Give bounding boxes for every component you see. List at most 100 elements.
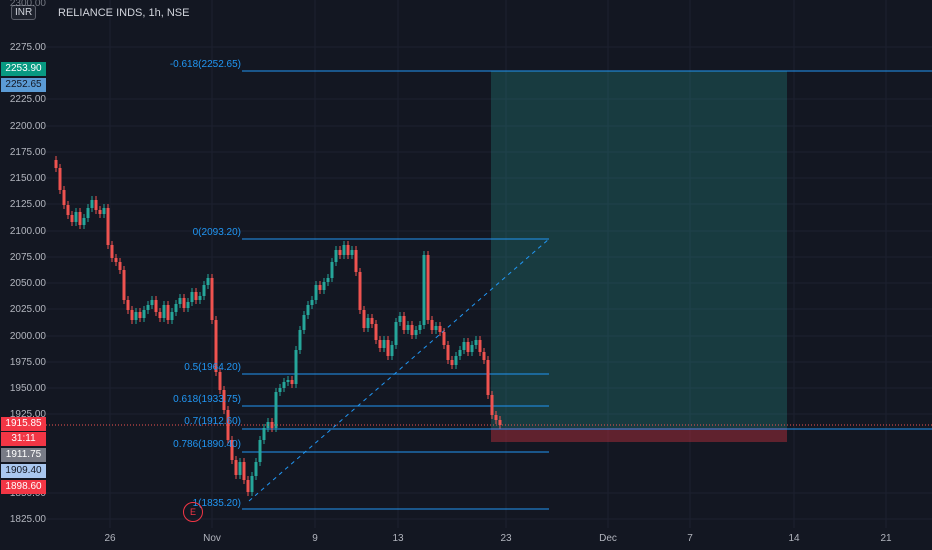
candle-body xyxy=(298,330,302,350)
candle-body xyxy=(170,312,174,320)
y-tick: 2200.00 xyxy=(9,121,46,132)
candle-body xyxy=(146,305,150,310)
candle-body xyxy=(434,326,438,330)
fibonacci-levels[interactable] xyxy=(242,238,549,510)
fib-label-0: 0(2093.20) xyxy=(192,227,241,238)
y-tick: 2100.00 xyxy=(9,226,46,237)
y-tick: 2075.00 xyxy=(9,252,46,263)
y-tick: 2050.00 xyxy=(9,278,46,289)
candle-body xyxy=(182,298,186,308)
candle-body xyxy=(262,428,266,440)
candle-body xyxy=(470,345,474,352)
y-tick: 2125.00 xyxy=(9,199,46,210)
y-tick: 1975.00 xyxy=(9,357,46,368)
x-tick: Nov xyxy=(203,533,221,544)
candle-body xyxy=(250,476,254,492)
candle-body xyxy=(326,278,330,282)
candle-body xyxy=(358,272,362,310)
candle-body xyxy=(62,190,66,205)
fib-label-0786: 0.786(1890.40) xyxy=(173,439,241,450)
candle-body xyxy=(410,325,414,335)
candle-body xyxy=(234,460,238,475)
candle-body xyxy=(374,324,378,340)
x-tick: Dec xyxy=(599,533,617,544)
y-tick: 2225.00 xyxy=(9,94,46,105)
candle-body xyxy=(422,255,426,325)
entry-price-tag: 1909.40 xyxy=(1,464,46,478)
candle-body xyxy=(242,462,246,480)
candle-body xyxy=(494,415,498,420)
stop-price-tag: 1911.75 xyxy=(1,448,46,462)
candle-body xyxy=(430,320,434,330)
candle-body xyxy=(366,318,370,328)
y-tick: 1825.00 xyxy=(9,514,46,525)
candlesticks xyxy=(54,156,502,496)
fib-trend-line xyxy=(248,238,550,502)
candle-body xyxy=(254,462,258,476)
candle-body xyxy=(418,325,422,330)
candle-body xyxy=(378,340,382,348)
candle-body xyxy=(490,395,494,415)
candle-body xyxy=(302,315,306,330)
candle-body xyxy=(202,285,206,296)
candle-body xyxy=(498,420,502,425)
fib-price-tag: 2252.65 xyxy=(1,78,46,92)
candle-body xyxy=(414,330,418,335)
fib-label-neg0618: -0.618(2252.65) xyxy=(169,59,241,70)
candle-body xyxy=(178,298,182,304)
profit-zone xyxy=(491,71,787,428)
candle-body xyxy=(194,292,198,300)
candle-body xyxy=(106,208,110,245)
candle-body xyxy=(222,390,226,410)
candle-body xyxy=(306,305,310,315)
x-tick: 13 xyxy=(392,533,404,544)
y-tick: 2150.00 xyxy=(9,173,46,184)
candle-body xyxy=(122,270,126,300)
fib-label-0618: 0.618(1933.75) xyxy=(173,394,241,405)
x-tick: 14 xyxy=(788,533,800,544)
candle-body xyxy=(394,322,398,345)
candle-body xyxy=(286,380,290,382)
target-price-tag: 2253.90 xyxy=(1,62,46,76)
symbol-title: RELIANCE INDS, 1h, NSE xyxy=(58,7,190,19)
candle-body xyxy=(206,278,210,285)
candle-body xyxy=(114,258,118,262)
candle-body xyxy=(290,380,294,384)
candle-body xyxy=(218,372,222,390)
candle-body xyxy=(214,320,218,372)
candle-body xyxy=(426,255,430,320)
candle-body xyxy=(446,345,450,360)
candle-body xyxy=(102,208,106,214)
currency-badge[interactable]: INR xyxy=(11,5,37,20)
candle-body xyxy=(486,360,490,395)
y-tick: 2025.00 xyxy=(9,304,46,315)
y-tick: 1950.00 xyxy=(9,383,46,394)
candle-body xyxy=(258,440,262,462)
candle-body xyxy=(138,312,142,318)
countdown-tag: 31:11 xyxy=(1,432,46,446)
candle-body xyxy=(186,302,190,308)
candle-body xyxy=(166,305,170,320)
candle-body xyxy=(78,212,82,225)
stop-loss-price-tag: 1898.60 xyxy=(1,480,46,494)
candle-body xyxy=(278,388,282,392)
candle-body xyxy=(338,250,342,255)
candle-body xyxy=(126,300,130,310)
candle-body xyxy=(82,218,86,225)
candle-body xyxy=(318,285,322,290)
candle-body xyxy=(86,208,90,218)
candle-body xyxy=(54,160,58,168)
candle-body xyxy=(454,356,458,365)
y-tick-cut: 2300.00 xyxy=(9,0,46,9)
candle-body xyxy=(158,312,162,318)
candle-body xyxy=(474,340,478,345)
fib-label-1: 1(1835.20) xyxy=(192,498,241,509)
fib-label-05: 0.5(1964.20) xyxy=(184,362,241,373)
x-tick: 26 xyxy=(104,533,116,544)
x-tick: 9 xyxy=(312,533,318,544)
earnings-event-icon[interactable]: E xyxy=(183,502,203,522)
candle-body xyxy=(238,462,242,475)
candle-body xyxy=(174,304,178,312)
candle-body xyxy=(94,200,98,210)
